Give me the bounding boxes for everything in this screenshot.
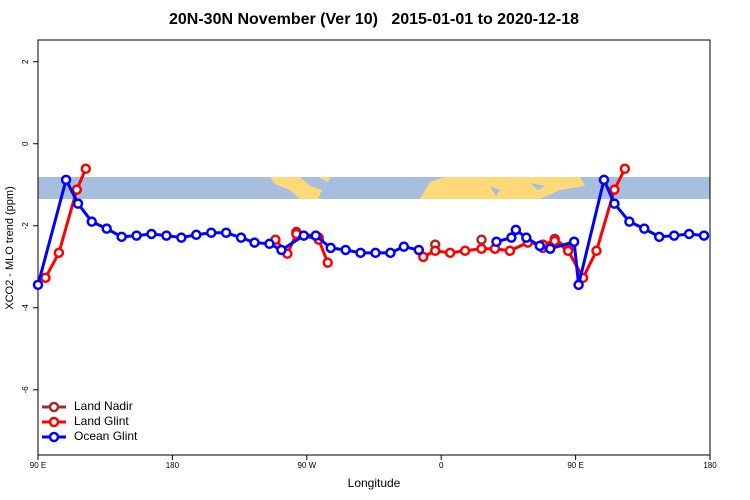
data-point xyxy=(325,242,336,254)
legend-marker xyxy=(48,401,60,413)
data-point xyxy=(683,228,695,240)
data-point xyxy=(80,163,92,175)
data-point xyxy=(476,234,487,245)
data-point xyxy=(310,230,322,241)
x-axis-label: Longitude xyxy=(348,476,401,490)
data-point xyxy=(220,227,232,238)
data-point xyxy=(639,223,650,234)
data-point xyxy=(40,272,51,284)
data-point xyxy=(418,251,429,263)
world-map-strip xyxy=(38,177,710,199)
data-point xyxy=(322,257,333,268)
data-point xyxy=(161,230,172,241)
data-point xyxy=(609,184,620,195)
data-point xyxy=(340,244,351,256)
data-point xyxy=(53,247,65,259)
plot-frame xyxy=(37,39,711,456)
data-point xyxy=(624,216,635,227)
data-point xyxy=(398,241,410,252)
data-point xyxy=(459,245,471,257)
data-point xyxy=(549,235,560,247)
data-point xyxy=(370,247,381,259)
data-point xyxy=(205,227,217,238)
data-point xyxy=(298,230,310,241)
data-point xyxy=(506,232,517,243)
data-point xyxy=(619,163,631,175)
data-point xyxy=(476,243,487,254)
legend-marker xyxy=(48,416,60,428)
data-point xyxy=(60,174,72,186)
data-point xyxy=(429,245,441,257)
data-point xyxy=(491,236,502,248)
data-point xyxy=(573,279,584,291)
y-tick-label: -4 xyxy=(21,304,30,312)
data-point xyxy=(504,245,516,257)
y-tick-label: 2 xyxy=(21,59,30,64)
y-tick-label: -6 xyxy=(21,386,30,394)
data-point xyxy=(544,243,556,254)
data-point xyxy=(609,198,620,209)
data-point xyxy=(355,247,366,259)
y-axis-label: XCO2 - MLO trend (ppm) xyxy=(4,186,16,309)
data-point xyxy=(534,240,546,252)
y-tick-label: -2 xyxy=(21,222,30,230)
data-point xyxy=(176,232,187,243)
data-point xyxy=(131,230,142,241)
x-tick-label: 180 xyxy=(166,461,180,470)
legend-label: Ocean Glint xyxy=(74,429,138,443)
data-point xyxy=(668,230,680,241)
data-point xyxy=(72,198,84,209)
data-point xyxy=(264,238,275,250)
x-tick-label: 90 W xyxy=(297,461,316,470)
data-point xyxy=(146,228,157,240)
data-point xyxy=(116,231,127,243)
data-point xyxy=(598,174,610,186)
legend-label: Land Glint xyxy=(74,414,129,428)
x-tick-label: 180 xyxy=(703,461,717,470)
data-point xyxy=(32,279,44,291)
legend-marker xyxy=(48,431,60,443)
data-point xyxy=(568,236,580,248)
data-point xyxy=(591,245,602,257)
x-tick-label: 90 E xyxy=(30,461,46,470)
data-point xyxy=(101,223,112,234)
data-point xyxy=(413,244,425,256)
x-tick-label: 0 xyxy=(439,461,444,470)
data-point xyxy=(385,247,396,259)
data-point xyxy=(698,230,710,241)
legend-label: Land Nadir xyxy=(74,399,133,413)
data-point xyxy=(235,232,247,243)
data-point xyxy=(653,231,665,243)
data-point xyxy=(510,224,522,236)
data-point xyxy=(249,237,260,248)
data-point xyxy=(444,247,456,259)
data-point xyxy=(191,229,202,241)
y-tick-label: 0 xyxy=(21,141,30,146)
x-tick-label: 90 E xyxy=(567,461,583,470)
data-point xyxy=(562,245,574,257)
data-point xyxy=(521,232,532,243)
data-point xyxy=(86,216,98,227)
data-point xyxy=(71,184,83,195)
data-point xyxy=(276,244,287,256)
chart-title: 20N-30N November (Ver 10) 2015-01-01 to … xyxy=(169,11,579,28)
